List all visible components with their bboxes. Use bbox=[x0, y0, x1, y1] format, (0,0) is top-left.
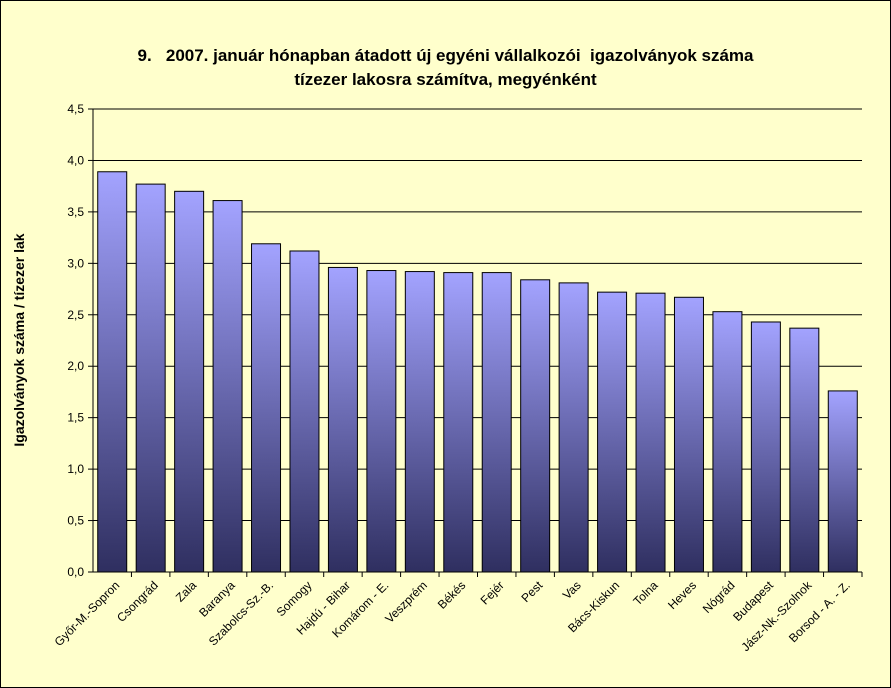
x-category-label: Nógrád bbox=[700, 578, 738, 616]
x-category-label: Csongrád bbox=[114, 578, 161, 625]
y-tick-label: 0,0 bbox=[67, 565, 84, 579]
x-category-label: Pest bbox=[518, 578, 545, 605]
y-tick-label: 0,5 bbox=[67, 514, 84, 528]
x-category-label: Vas bbox=[560, 578, 584, 602]
bar bbox=[366, 270, 397, 573]
bar bbox=[97, 171, 128, 573]
y-tick-label: 3,0 bbox=[67, 256, 84, 270]
y-tick-label: 2,5 bbox=[67, 308, 84, 322]
bar bbox=[289, 250, 320, 573]
x-category-label: Zala bbox=[173, 578, 200, 605]
x-category-label: Békés bbox=[435, 578, 468, 611]
bar bbox=[327, 266, 358, 573]
y-tick-label: 1,0 bbox=[67, 462, 84, 476]
x-category-label: Heves bbox=[665, 578, 699, 612]
bar bbox=[520, 279, 551, 573]
x-category-label: Fejér bbox=[478, 578, 507, 607]
chart-title: 9. 2007. január hónapban átadott új egyé… bbox=[0, 44, 891, 92]
bar bbox=[481, 272, 512, 573]
bar bbox=[404, 271, 435, 573]
bar bbox=[827, 390, 858, 573]
bar bbox=[135, 183, 166, 573]
chart-title-line-1: 9. 2007. január hónapban átadott új egyé… bbox=[137, 46, 754, 65]
chart-title-line-2: tízezer lakosra számítva, megyénként bbox=[294, 70, 597, 89]
y-tick-label: 2,0 bbox=[67, 359, 84, 373]
y-tick-label: 1,5 bbox=[67, 411, 84, 425]
x-category-label: Győr-M.-Sopron bbox=[52, 578, 123, 649]
bar bbox=[174, 190, 205, 573]
bar bbox=[635, 292, 666, 573]
bars bbox=[97, 171, 858, 573]
bar bbox=[789, 327, 820, 573]
bar bbox=[212, 200, 243, 573]
y-tick-labels: 0,0 0,5 1,0 1,5 2,0 2,5 3,0 3,5 4,0 4,5 bbox=[67, 102, 84, 579]
bar bbox=[251, 243, 282, 573]
y-axis-label: Igazolványok száma / tízezer lak bbox=[11, 233, 27, 446]
bar bbox=[712, 311, 743, 573]
gridlines bbox=[93, 108, 862, 522]
bar bbox=[750, 321, 781, 573]
y-tick-label: 3,5 bbox=[67, 205, 84, 219]
x-category-label: Jász-Nk.-Szolnok bbox=[739, 578, 816, 655]
bar bbox=[443, 272, 474, 573]
axes bbox=[88, 108, 863, 577]
y-tick-label: 4,5 bbox=[67, 102, 84, 116]
bar bbox=[597, 291, 628, 573]
bar bbox=[558, 282, 589, 573]
y-tick-label: 4,0 bbox=[67, 153, 84, 167]
x-category-label: Tolna bbox=[630, 578, 660, 608]
x-category-label: Veszprém bbox=[382, 578, 430, 626]
bar bbox=[673, 296, 704, 573]
